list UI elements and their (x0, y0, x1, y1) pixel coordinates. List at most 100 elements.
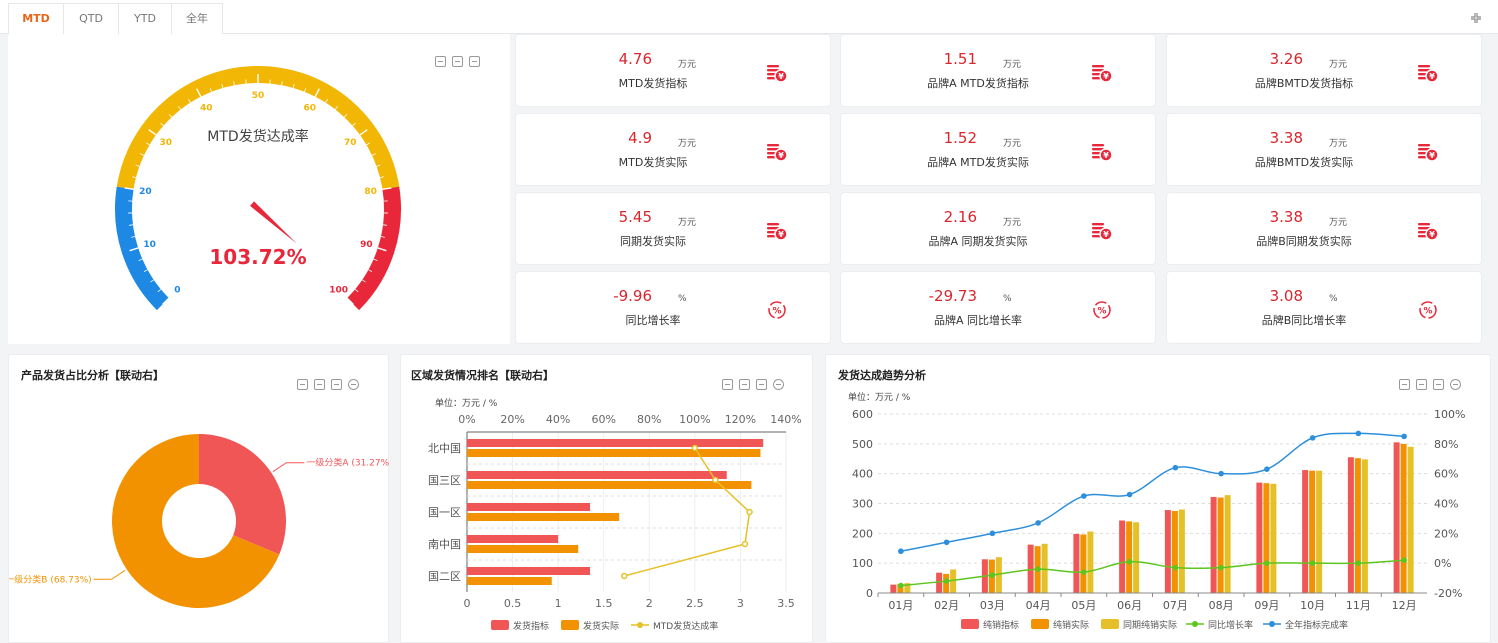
gauge-tick (352, 122, 356, 126)
data-view-icon[interactable] (722, 379, 733, 390)
kpi-card[interactable]: 3.38 万元 品牌B同期发货实际 ¥ (1166, 192, 1482, 265)
gauge-tick (314, 88, 320, 98)
svg-text:¥: ¥ (1429, 230, 1435, 239)
compass-icon[interactable] (773, 379, 784, 390)
svg-text:¥: ¥ (1429, 72, 1435, 81)
top-axis-tick-label: 100% (679, 413, 710, 426)
gauge-tick (281, 81, 283, 86)
kpi-card[interactable]: 1.51 万元 品牌A MTD发货指标 ¥ (840, 34, 1156, 107)
restore-icon[interactable] (739, 379, 750, 390)
restore-icon[interactable] (314, 379, 325, 390)
data-view-icon[interactable] (1399, 379, 1410, 390)
trend-bar (1263, 483, 1270, 593)
kpi-label: 品牌BMTD发货实际 (1254, 156, 1354, 169)
kpi-unit: 万元 (1329, 60, 1348, 70)
gauge-value: 103.72% (209, 245, 306, 269)
trend-point (1309, 560, 1316, 566)
save-image-icon[interactable] (756, 379, 767, 390)
trend-point (1218, 470, 1224, 477)
gauge-tick (373, 258, 378, 261)
tab-ytd[interactable]: YTD (118, 3, 172, 34)
trend-bar (1073, 533, 1080, 593)
compass-icon[interactable] (348, 379, 359, 390)
kpi-card[interactable]: -29.73 % 品牌A 同比增长率 % (840, 271, 1156, 344)
kpi-label: 品牌A 同期发货实际 (928, 235, 1028, 248)
pie-leader-line (272, 462, 305, 473)
kpi-card[interactable]: 3.38 万元 品牌BMTD发货实际 ¥ (1166, 113, 1482, 186)
kpi-card[interactable]: 4.76 万元 MTD发货指标 ¥ (515, 34, 831, 107)
kpi-card[interactable]: 3.26 万元 品牌BMTD发货指标 ¥ (1166, 34, 1482, 107)
kpi-value: 4.9 (628, 129, 652, 147)
trend-bar (1164, 510, 1171, 593)
tab-mtd[interactable]: MTD (8, 3, 64, 34)
restore-icon[interactable] (452, 56, 463, 67)
kpi-value: 2.16 (943, 208, 977, 226)
kpi-card[interactable]: 5.45 万元 同期发货实际 ¥ (515, 192, 831, 265)
trend-bar (1126, 521, 1133, 593)
trend-point (1081, 493, 1087, 499)
bar-actual (467, 449, 761, 457)
trend-bar (1178, 509, 1185, 593)
kpi-label: MTD发货指标 (618, 77, 688, 90)
kpi-value: 1.51 (943, 50, 977, 68)
kpi-value: 1.52 (943, 129, 977, 147)
gauge-tick (131, 176, 137, 179)
trend-point (1264, 560, 1270, 566)
compass-icon[interactable] (1450, 379, 1461, 390)
save-image-icon[interactable] (469, 56, 480, 67)
kpi-card[interactable]: 2.16 万元 品牌A 同期发货实际 ¥ (840, 192, 1156, 265)
gauge-tick (196, 88, 202, 98)
restore-icon[interactable] (1416, 379, 1427, 390)
gauge-tick (221, 84, 224, 89)
trend-bar (1080, 534, 1087, 593)
trend-point (898, 582, 904, 589)
trend-point (1401, 433, 1407, 440)
data-view-icon[interactable] (435, 56, 446, 67)
trend-line (900, 559, 1405, 587)
kpi-card[interactable]: -9.96 % 同比增长率 % (515, 271, 831, 344)
kpi-unit: 万元 (1329, 139, 1348, 149)
top-axis-tick-label: 0% (458, 413, 475, 426)
percent-circle-icon: % (766, 300, 788, 320)
kpi-value: -29.73 (928, 287, 977, 305)
coin-stack-icon: ¥ (766, 63, 788, 83)
legend-swatch (491, 620, 509, 630)
pie-panel-title: 产品发货占比分析【联动右】 (21, 369, 164, 382)
gauge-tick (343, 113, 348, 118)
trend-point (1218, 564, 1224, 571)
save-image-icon[interactable] (331, 379, 342, 390)
kpi-label: 品牌A MTD发货指标 (927, 77, 1029, 90)
save-image-icon[interactable] (1433, 379, 1444, 390)
gauge-tick (359, 129, 368, 136)
gauge-tick (366, 142, 371, 146)
trend-bar (1119, 520, 1126, 593)
unit-label: 单位：万元 / % (848, 391, 911, 403)
tab-qtd[interactable]: QTD (63, 3, 119, 34)
trend-bar (1210, 496, 1217, 593)
trend-bar (1217, 497, 1224, 593)
kpi-card[interactable]: 1.52 万元 品牌A MTD发货实际 ¥ (840, 113, 1156, 186)
kpi-value: 4.76 (618, 50, 652, 68)
tab-full-year[interactable]: 全年 (171, 3, 223, 34)
kpi-label: 品牌A 同比增长率 (933, 314, 1023, 327)
gauge-tick (160, 122, 164, 126)
gauge-toolbar (435, 56, 480, 68)
coin-stack-icon: ¥ (766, 221, 788, 241)
pie-chart: 一级分类A (31.27%) 一级分类B (68.73%) (9, 434, 390, 608)
trend-point (1035, 520, 1041, 526)
unit-label: 单位：万元 / % (435, 397, 498, 409)
trend-point (1126, 558, 1133, 565)
pie-slice (111, 434, 280, 608)
top-axis-tick-label: 40% (546, 413, 570, 426)
coin-stack-icon: ¥ (1417, 63, 1439, 83)
kpi-card[interactable]: 3.08 % 品牌B同比增长率 % (1166, 271, 1482, 344)
legend-label: 同比增长率 (1208, 619, 1253, 631)
coin-stack-icon: ¥ (1417, 221, 1439, 241)
gauge-tick (128, 224, 134, 226)
collapse-icon[interactable] (1470, 12, 1482, 24)
svg-text:¥: ¥ (1103, 151, 1109, 160)
gauge-tick-label: 10 (143, 240, 156, 250)
trend-bar (1224, 495, 1231, 593)
data-view-icon[interactable] (297, 379, 308, 390)
kpi-card[interactable]: 4.9 万元 MTD发货实际 ¥ (515, 113, 831, 186)
